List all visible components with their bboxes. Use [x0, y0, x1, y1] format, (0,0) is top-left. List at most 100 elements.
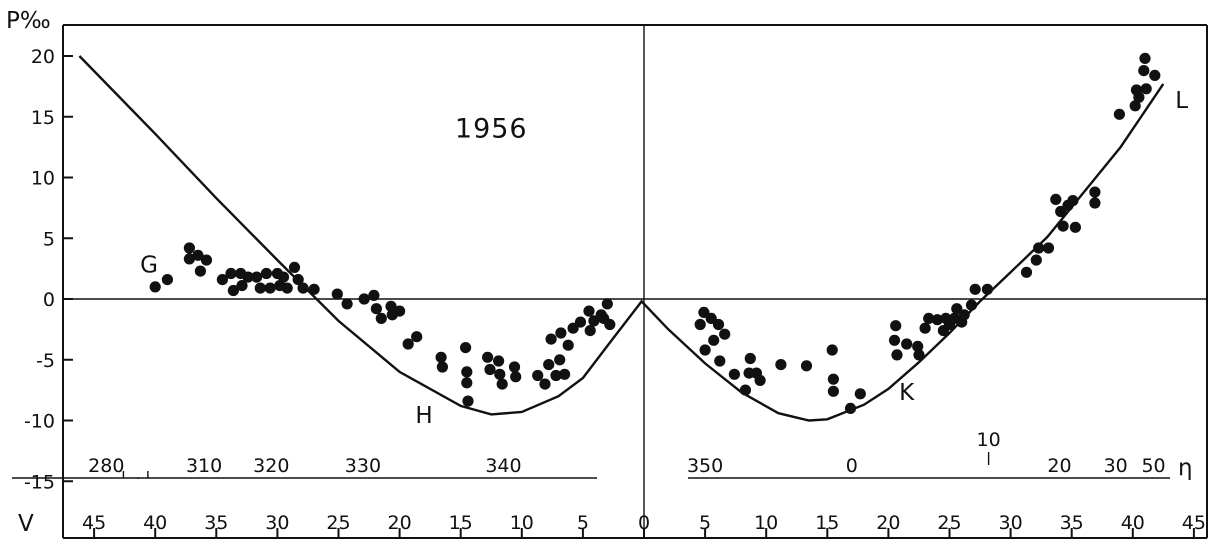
data-point [385, 300, 397, 312]
x-tick-label: 30 [265, 512, 289, 534]
y-tick-label: 0 [43, 289, 55, 311]
data-point [368, 289, 380, 301]
annotation: G [140, 252, 158, 278]
data-point [411, 331, 423, 343]
data-point [462, 395, 474, 407]
eta-tick-label: 10 [977, 429, 1001, 451]
data-point [161, 274, 173, 286]
x-tick-label: 15 [815, 512, 839, 534]
data-point [981, 283, 994, 295]
data-point [227, 284, 239, 297]
y-tick-label: -5 [36, 350, 55, 372]
data-point [484, 363, 496, 376]
data-point [1140, 83, 1152, 95]
data-point [1050, 193, 1062, 205]
data-point [216, 274, 228, 286]
data-point [1069, 221, 1081, 233]
data-point [708, 334, 720, 346]
data-point [308, 283, 320, 295]
data-point [1138, 65, 1150, 77]
data-point [225, 267, 237, 280]
data-point [826, 344, 838, 356]
data-point [931, 314, 943, 326]
data-point [260, 267, 272, 280]
data-point [149, 281, 161, 293]
data-point [891, 349, 903, 361]
eta-tick-label: 350 [687, 455, 723, 477]
data-point [183, 253, 195, 265]
data-point [460, 342, 472, 354]
x-tick-label: 40 [1121, 512, 1145, 534]
x-tick-label: 35 [1060, 512, 1084, 534]
data-point [493, 355, 505, 367]
data-point [545, 333, 557, 345]
data-point [1033, 242, 1045, 254]
data-point [496, 378, 508, 390]
y-tick-label: -15 [24, 471, 55, 493]
data-point [281, 282, 293, 294]
data-point [358, 293, 370, 305]
data-point [951, 303, 963, 315]
annotation: 1956 [455, 113, 528, 144]
data-point [584, 325, 596, 337]
data-point [375, 312, 387, 324]
model-curve [78, 55, 1165, 422]
x-tick-label: 15 [449, 512, 473, 534]
data-point [510, 371, 522, 383]
data-point [200, 254, 213, 266]
data-point [254, 282, 266, 294]
data-point [1139, 52, 1151, 64]
data-point [1113, 108, 1125, 120]
data-point [402, 338, 414, 350]
data-point [712, 318, 725, 331]
data-point [888, 334, 901, 346]
data-point [800, 360, 813, 372]
x-tick-label: 5 [577, 512, 589, 534]
data-point [264, 282, 276, 294]
data-point [913, 349, 925, 361]
data-point [559, 368, 571, 380]
data-point [288, 261, 301, 273]
data-point [292, 274, 304, 286]
data-point [277, 271, 290, 283]
x-tick-label: 10 [510, 512, 534, 534]
annotation: L [1175, 88, 1188, 114]
eta-tick-label: 280 [88, 455, 124, 477]
data-point [754, 374, 766, 386]
data-point [1089, 186, 1101, 198]
data-point [890, 320, 902, 332]
data-point [562, 339, 574, 351]
data-point [461, 366, 473, 378]
x-tick-label: 0 [638, 512, 650, 534]
data-point [1057, 220, 1069, 232]
x-tick-label: 45 [82, 512, 106, 534]
x-tick-label: 35 [204, 512, 228, 534]
data-point [194, 265, 206, 277]
curve-layer [78, 55, 1165, 422]
eta-tick-label: 320 [253, 455, 289, 477]
data-point [494, 368, 506, 380]
data-point [728, 368, 741, 380]
data-point [370, 303, 382, 315]
data-point [543, 359, 555, 371]
y-tick-label: 20 [31, 46, 55, 68]
data-point [699, 344, 711, 356]
eta-tick-label: 330 [345, 455, 381, 477]
data-point [958, 309, 970, 321]
data-point [331, 288, 343, 300]
data-point [461, 377, 473, 389]
data-point [532, 369, 544, 382]
data-point [436, 361, 448, 373]
data-point [242, 271, 254, 283]
y-tick-label: 5 [43, 228, 55, 250]
data-point [555, 327, 567, 339]
data-point [251, 271, 263, 283]
data-point [919, 322, 931, 334]
eta-tick-label: 50 [1141, 455, 1165, 477]
data-point [1133, 91, 1145, 103]
data-point [192, 249, 204, 261]
data-point [1042, 242, 1055, 254]
x-tick-label: 45 [1182, 512, 1206, 534]
eta-tick-label: 20 [1047, 455, 1071, 477]
data-point [550, 369, 562, 382]
